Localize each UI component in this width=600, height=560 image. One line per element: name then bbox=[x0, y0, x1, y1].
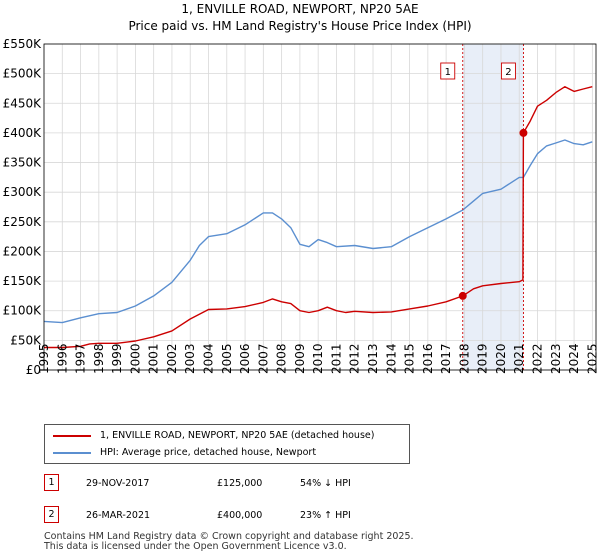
plot-frame bbox=[43, 43, 597, 371]
x-tick-label-18: 2013 bbox=[366, 343, 380, 374]
sale-period-band bbox=[462, 44, 524, 370]
footer: Contains HM Land Registry data © Crown c… bbox=[44, 532, 564, 552]
x-tick-label-13: 2008 bbox=[275, 343, 289, 374]
series-line-hpi bbox=[43, 139, 593, 324]
x-tick-label-26: 2021 bbox=[512, 343, 526, 374]
x-tick-label-11: 2006 bbox=[238, 343, 252, 374]
y-tick-label-10: £500K bbox=[3, 67, 43, 81]
sale-date-1: 29-NOV-2017 bbox=[86, 478, 150, 489]
sale-hpi-change-1: 54% ↓ HPI bbox=[300, 478, 351, 489]
x-tick-label-20: 2015 bbox=[403, 343, 417, 374]
legend: 1, ENVILLE ROAD, NEWPORT, NP20 5AE (deta… bbox=[44, 424, 410, 464]
x-tick-label-16: 2011 bbox=[329, 343, 343, 374]
sale-period-shading bbox=[462, 44, 524, 370]
sale-box-2 bbox=[500, 62, 516, 80]
y-tick-label-2: £100K bbox=[3, 304, 43, 318]
x-tick-label-15: 2010 bbox=[311, 343, 325, 374]
sale-box-1 bbox=[440, 62, 456, 80]
x-tick-label-6: 2001 bbox=[147, 343, 161, 374]
y-tick-label-9: £450K bbox=[3, 96, 43, 110]
x-tick-label-12: 2007 bbox=[256, 343, 270, 374]
legend-swatch-property bbox=[53, 434, 91, 437]
sale-price-2: £400,000 bbox=[217, 510, 263, 521]
x-tick-label-7: 2002 bbox=[165, 343, 179, 374]
x-tick-label-27: 2022 bbox=[531, 343, 545, 374]
x-tick-label-14: 2009 bbox=[293, 343, 307, 374]
x-tick-label-19: 2014 bbox=[384, 343, 398, 374]
x-tick-label-25: 2020 bbox=[494, 343, 508, 374]
series-lines bbox=[43, 86, 593, 349]
sale-box-label-2: 2 bbox=[505, 67, 511, 78]
footer-licence: This data is licensed under the Open Gov… bbox=[44, 541, 347, 552]
x-tick-label-30: 2025 bbox=[585, 343, 599, 374]
x-tick-label-28: 2023 bbox=[549, 343, 563, 374]
x-tick-label-4: 1999 bbox=[110, 343, 124, 374]
x-tick-label-17: 2012 bbox=[348, 343, 362, 374]
x-tick-label-21: 2016 bbox=[421, 343, 435, 374]
legend-item-property: 1, ENVILLE ROAD, NEWPORT, NP20 5AE (deta… bbox=[53, 428, 374, 444]
x-tick-label-9: 2004 bbox=[202, 343, 216, 374]
x-tick-label-23: 2018 bbox=[457, 343, 471, 374]
y-axis-ticks: £0 £50K £100K £150K £200K £250K £300K £350K £400… bbox=[3, 37, 43, 377]
legend-label-hpi: HPI: Average price, detached house, Newp… bbox=[100, 447, 317, 458]
y-tick-label-3: £150K bbox=[3, 274, 43, 288]
x-tick-label-2: 1997 bbox=[74, 343, 88, 374]
sale-price-1: £125,000 bbox=[217, 478, 263, 489]
y-tick-label-8: £400K bbox=[3, 126, 43, 140]
y-tick-label-6: £300K bbox=[3, 185, 43, 199]
y-tick-label-5: £250K bbox=[3, 215, 43, 229]
y-tick-label-0: £0 bbox=[26, 363, 41, 377]
x-tick-label-10: 2005 bbox=[220, 343, 234, 374]
price-chart: 1, ENVILLE ROAD, NEWPORT, NP20 5AE Price… bbox=[3, 2, 600, 377]
footer-copyright: Contains HM Land Registry data © Crown c… bbox=[44, 531, 414, 542]
x-axis-ticks: 1995 1996 1997 1998 1999 2000 2001 2002 2003 2004… bbox=[37, 343, 599, 374]
y-tick-label-7: £350K bbox=[3, 156, 43, 170]
sale-date-2: 26-MAR-2021 bbox=[86, 510, 151, 521]
x-tick-label-3: 1998 bbox=[92, 343, 106, 374]
x-tick-label-29: 2024 bbox=[567, 343, 581, 374]
x-tick-label-1: 1996 bbox=[55, 343, 69, 374]
x-tick-label-22: 2017 bbox=[439, 343, 453, 374]
sale-point-1 bbox=[458, 291, 467, 300]
series-line-property bbox=[44, 86, 593, 349]
x-tick-label-5: 2000 bbox=[128, 343, 142, 374]
y-tick-label-1: £50K bbox=[10, 333, 42, 347]
legend-label-property: 1, ENVILLE ROAD, NEWPORT, NP20 5AE (deta… bbox=[100, 430, 375, 441]
y-tick-label-4: £200K bbox=[3, 244, 43, 258]
sale-hpi-change-2: 23% ↑ HPI bbox=[300, 510, 351, 521]
legend-swatch-hpi bbox=[53, 451, 91, 454]
chart-title: 1, ENVILLE ROAD, NEWPORT, NP20 5AE bbox=[181, 2, 418, 16]
sale-point-2 bbox=[519, 128, 528, 137]
sale-badge-2: 2 bbox=[44, 506, 59, 523]
y-tick-label-11: £550K bbox=[3, 37, 43, 51]
chart-subtitle: Price paid vs. HM Land Registry's House … bbox=[128, 19, 471, 33]
x-tick-label-24: 2019 bbox=[476, 343, 490, 374]
sale-badge-1: 1 bbox=[44, 474, 59, 491]
x-tick-label-8: 2003 bbox=[183, 343, 197, 374]
legend-item-hpi: HPI: Average price, detached house, Newp… bbox=[53, 445, 316, 461]
sale-box-label-1: 1 bbox=[445, 67, 451, 78]
